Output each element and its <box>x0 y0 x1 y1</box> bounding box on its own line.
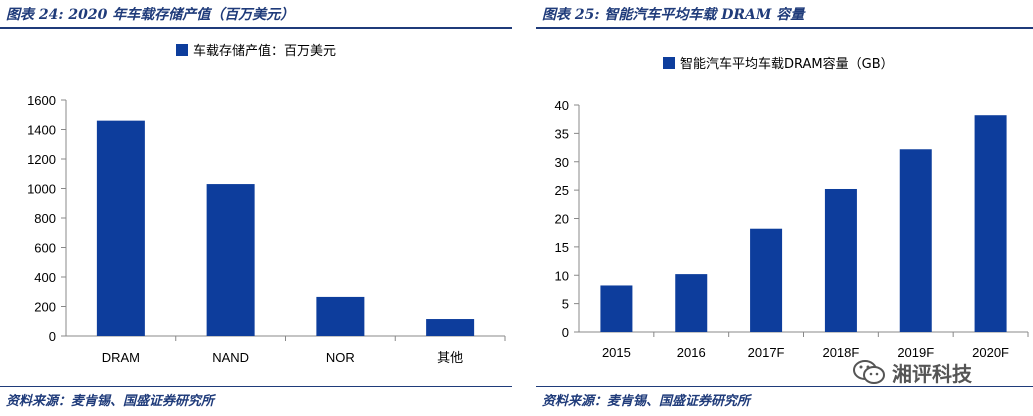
y-tick-label: 35 <box>555 126 569 141</box>
bar <box>600 285 633 332</box>
x-tick-label: 2017F <box>748 345 785 360</box>
bar <box>206 184 255 336</box>
legend-swatch <box>663 57 675 69</box>
x-tick-label: 2019F <box>897 345 934 360</box>
y-tick-label: 1600 <box>27 93 56 108</box>
watermark: 湘评科技 <box>852 358 1030 386</box>
wechat-icon <box>853 360 885 384</box>
y-tick-label: 0 <box>49 329 56 344</box>
y-tick-label: 800 <box>34 211 56 226</box>
right-title-rule <box>536 27 1033 29</box>
left-source-rule <box>0 386 512 387</box>
left-chart-panel: 图表 24: 2020 年车载存储产值（百万美元） 车载存储产值：百万美元 0 20… <box>0 0 512 416</box>
legend: 智能汽车平均车载DRAM容量（GB） <box>663 56 894 72</box>
y-tick-label: 5 <box>562 297 569 312</box>
left-title-rule <box>0 27 512 29</box>
y-tick-label: 1000 <box>27 182 56 197</box>
bar <box>750 228 783 332</box>
left-chart-source: 资料来源：麦肯锡、国盛证券研究所 <box>6 394 215 409</box>
x-tick-label: NOR <box>326 350 355 365</box>
y-tick-label: 0 <box>562 325 569 340</box>
x-tick-label: 2015 <box>602 345 631 360</box>
right-chart-source: 资料来源：麦肯锡、国盛证券研究所 <box>542 394 751 409</box>
right-source-rule <box>536 386 1033 387</box>
y-tick-label: 10 <box>555 268 569 283</box>
y-tick-label: 25 <box>555 183 569 198</box>
x-tick-label: 2016 <box>677 345 706 360</box>
y-tick-label: 400 <box>34 270 56 285</box>
y-tick-label: 15 <box>555 240 569 255</box>
right-chart-title: 图表 25: 智能汽车平均车载 DRAM 容量 <box>542 7 805 23</box>
dram-capacity-bar-chart: 智能汽车平均车载DRAM容量（GB） 0 5 10 15 20 25 30 35 40 2015 20… <box>555 56 1029 360</box>
x-tick-label: DRAM <box>102 350 140 365</box>
y-tick-label: 1400 <box>27 123 56 138</box>
y-tick-label: 1200 <box>27 152 56 167</box>
storage-value-bar-chart: 车载存储产值：百万美元 0 200 400 600 800 1000 1200 1400 1600… <box>27 43 506 365</box>
y-tick-label: 600 <box>34 241 56 256</box>
left-chart-title: 图表 24: 2020 年车载存储产值（百万美元） <box>6 7 295 23</box>
y-tick-label: 40 <box>555 98 569 113</box>
legend-label: 车载存储产值：百万美元 <box>193 43 336 59</box>
bar <box>316 296 365 336</box>
legend: 车载存储产值：百万美元 <box>176 43 336 59</box>
legend-swatch <box>176 44 188 56</box>
x-tick-label: 2018F <box>822 345 859 360</box>
bar <box>824 188 857 332</box>
x-tick-label: 2020F <box>972 345 1009 360</box>
bar <box>899 149 932 332</box>
x-tick-label: NAND <box>212 350 249 365</box>
bar <box>974 115 1007 332</box>
y-tick-label: 200 <box>34 300 56 315</box>
legend-label: 智能汽车平均车载DRAM容量（GB） <box>680 56 894 72</box>
right-chart-panel: 图表 25: 智能汽车平均车载 DRAM 容量 智能汽车平均车载DRAM容量（G… <box>536 0 1033 416</box>
bar <box>426 319 475 336</box>
y-tick-label: 20 <box>555 212 569 227</box>
y-tick-label: 30 <box>555 155 569 170</box>
watermark-text: 湘评科技 <box>892 361 972 386</box>
bar <box>675 274 708 332</box>
x-tick-label: 其他 <box>437 350 463 365</box>
bar <box>96 120 145 337</box>
